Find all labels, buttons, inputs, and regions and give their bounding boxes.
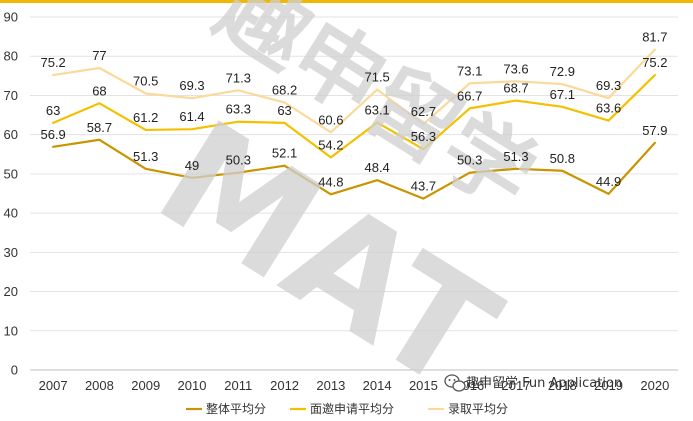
data-label: 44.8	[318, 174, 343, 189]
brand-badge: 趣申留学 Fun Application	[444, 374, 622, 392]
data-label: 51.3	[503, 149, 528, 164]
data-label: 77	[92, 48, 106, 63]
x-tick-label: 2017	[502, 378, 531, 393]
data-label: 57.9	[642, 123, 667, 138]
legend-label: 面邀申请平均分	[310, 401, 394, 416]
y-tick-label: 70	[4, 88, 18, 103]
data-label: 50.3	[226, 153, 251, 168]
data-label: 60.6	[318, 112, 343, 127]
data-label: 75.2	[40, 55, 65, 70]
data-label: 58.7	[87, 120, 112, 135]
data-label: 66.7	[457, 88, 482, 103]
series-line	[52, 138, 656, 200]
data-label: 48.4	[364, 160, 389, 175]
watermark: 趣申留学 MAT	[130, 0, 553, 421]
data-label: 63.6	[596, 101, 621, 116]
x-tick-label: 2012	[270, 378, 299, 393]
wechat-icon	[444, 374, 466, 392]
data-label: 72.9	[550, 64, 575, 79]
data-label: 43.7	[411, 179, 436, 194]
x-tick-label: 2020	[640, 378, 669, 393]
data-label: 73.1	[457, 63, 482, 78]
data-label: 56.3	[411, 129, 436, 144]
x-axis: 2007 2008 2009 2010 2011 2012 2013 2014 2015 2016…	[39, 378, 670, 393]
y-tick-label: 0	[11, 363, 18, 378]
data-label: 68.7	[503, 81, 528, 96]
data-label: 68	[92, 83, 106, 98]
data-label: 67.1	[550, 87, 575, 102]
data-label: 50.8	[550, 151, 575, 166]
data-label: 61.4	[179, 109, 204, 124]
top-accent-bar	[0, 0, 693, 3]
y-tick-label: 20	[4, 284, 18, 299]
data-label: 69.3	[596, 78, 621, 93]
legend-label: 录取平均分	[448, 402, 508, 416]
y-tick-label: 80	[4, 49, 18, 64]
data-label: 61.2	[133, 110, 158, 125]
x-tick-label: 2010	[178, 378, 207, 393]
data-label: 62.7	[411, 104, 436, 119]
data-label: 71.5	[364, 70, 389, 85]
legend: 整体平均分 面邀申请平均分 录取平均分	[186, 401, 508, 416]
series-line	[52, 48, 656, 134]
y-tick-label: 90	[4, 10, 18, 25]
data-label: 68.2	[272, 83, 297, 98]
y-tick-label: 30	[4, 245, 18, 260]
data-label: 75.2	[642, 55, 667, 70]
x-tick-label: 2018	[548, 378, 577, 393]
x-tick-label: 2014	[363, 378, 392, 393]
series-line	[52, 73, 656, 159]
data-label: 81.7	[642, 30, 667, 45]
data-label: 71.3	[226, 70, 251, 85]
x-tick-label: 2011	[224, 378, 252, 393]
y-tick-label: 10	[4, 323, 18, 338]
data-label: 52.1	[272, 146, 297, 161]
y-tick-label: 60	[4, 127, 18, 142]
data-label: 63	[46, 103, 60, 118]
data-label: 54.2	[318, 137, 343, 152]
data-labels: 56.9 58.7 51.3 49 50.3 52.1 44.8 48.4 43.7 50.3 51…	[40, 30, 667, 194]
series-lines	[52, 48, 656, 200]
brand-badge-text: 趣申留学 Fun Application	[466, 375, 622, 391]
data-label: 69.3	[179, 78, 204, 93]
data-label: 51.3	[133, 149, 158, 164]
data-label: 73.6	[503, 61, 528, 76]
y-tick-label: 50	[4, 166, 18, 181]
data-label: 49	[185, 158, 199, 173]
x-tick-label: 2019	[594, 378, 623, 393]
data-label: 63.3	[226, 102, 251, 117]
data-label: 50.3	[457, 153, 482, 168]
data-label: 44.9	[596, 174, 621, 189]
x-tick-label: 2008	[85, 378, 114, 393]
x-tick-label: 2015	[409, 378, 438, 393]
data-label: 63.1	[364, 103, 389, 118]
data-label: 56.9	[40, 127, 65, 142]
x-tick-label: 2007	[39, 378, 68, 393]
data-label: 70.5	[133, 73, 158, 88]
data-label: 63	[277, 103, 291, 118]
x-tick-label: 2013	[316, 378, 345, 393]
x-tick-label: 2009	[131, 378, 160, 393]
legend-label: 整体平均分	[206, 401, 266, 416]
y-axis: 0 10 20 30 40 50 60 70 80 90	[4, 10, 18, 378]
y-tick-label: 40	[4, 206, 18, 221]
